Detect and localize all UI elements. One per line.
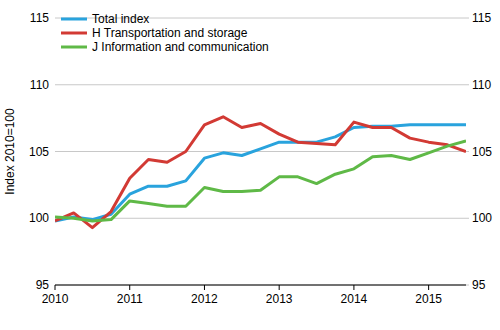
y2-tick — [466, 218, 469, 219]
y-tick-label: 110 — [30, 78, 49, 92]
x-tick — [204, 285, 205, 290]
x-tick-label: 2015 — [415, 292, 442, 306]
y2-tick — [466, 285, 469, 286]
x-tick-label: 2010 — [42, 292, 69, 306]
y2-tick-label: 100 — [472, 211, 492, 225]
series-line — [55, 141, 466, 221]
grid-line — [55, 218, 466, 219]
y2-tick — [466, 18, 469, 19]
grid-line — [55, 84, 466, 85]
series-line — [55, 117, 466, 228]
y2-tick-label: 115 — [472, 11, 491, 25]
series-line — [55, 125, 466, 221]
x-tick — [353, 285, 354, 290]
y2-tick-label: 110 — [472, 78, 491, 92]
y-tick-label: 95 — [36, 278, 50, 292]
x-tick-label: 2012 — [191, 292, 218, 306]
legend-swatch — [61, 46, 87, 49]
x-tick — [55, 285, 56, 290]
y-axis-label: Index 2010=100 — [3, 108, 17, 195]
x-tick-label: 2013 — [266, 292, 293, 306]
legend-label: J Information and communication — [92, 40, 269, 54]
y-tick-label: 105 — [29, 145, 49, 159]
y2-tick — [466, 151, 469, 152]
grid-line — [55, 285, 466, 286]
y2-tick-label: 95 — [472, 278, 486, 292]
y2-tick-label: 105 — [472, 145, 492, 159]
y-tick-label: 100 — [29, 211, 49, 225]
legend-label: H Transportation and storage — [92, 26, 248, 40]
y2-tick — [466, 84, 469, 85]
chart: 95 100 105 110 115 95 100 105 110 115 2010 2011 2012… — [0, 0, 500, 330]
legend-label: Total index — [92, 12, 149, 26]
x-tick-label: 2014 — [341, 292, 368, 306]
x-axis — [55, 285, 466, 286]
legend-swatch — [61, 18, 87, 21]
x-tick — [428, 285, 429, 290]
y-tick-label: 115 — [30, 11, 49, 25]
x-tick — [279, 285, 280, 290]
legend-swatch — [61, 32, 87, 35]
x-tick-label: 2011 — [117, 292, 143, 306]
grid-line — [55, 151, 466, 152]
x-tick — [129, 285, 130, 290]
plot-area — [55, 117, 466, 228]
